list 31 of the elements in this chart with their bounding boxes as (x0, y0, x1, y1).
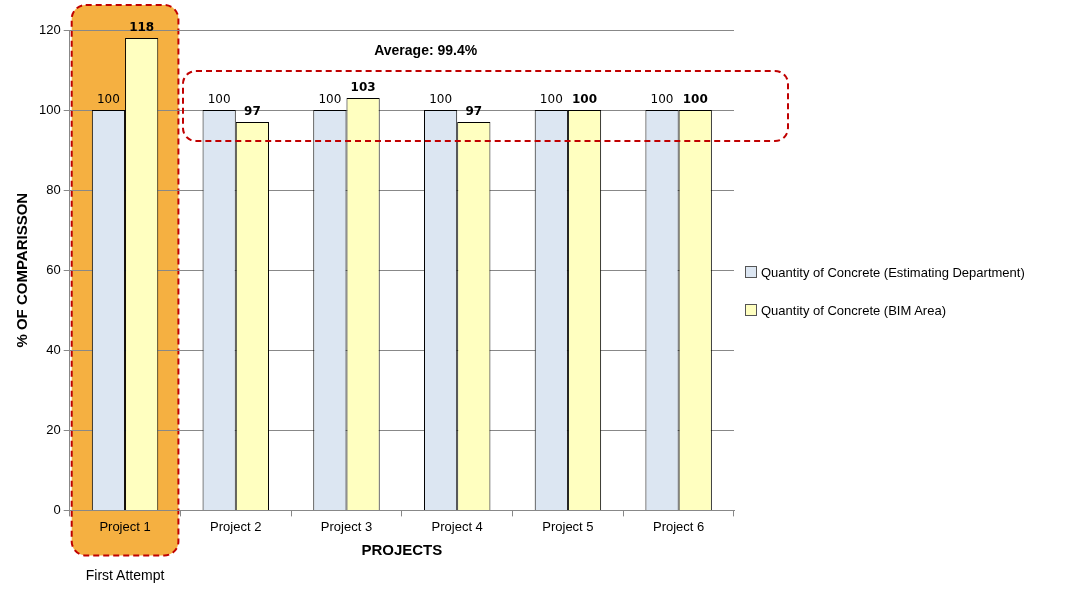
x-tick-label: Project 4 (431, 518, 483, 534)
data-label: 100 (539, 92, 563, 107)
y-tick-label: 100 (38, 101, 61, 117)
y-tick-label: 20 (46, 421, 61, 437)
legend-label: Quantity of Concrete (Estimating Department) (761, 265, 1025, 280)
x-tick-label: Project 6 (652, 518, 705, 534)
data-label: 100 (572, 92, 598, 107)
data-label: 97 (465, 104, 483, 119)
y-tick-label: 120 (38, 21, 61, 37)
y-tick-label: 0 (53, 501, 61, 517)
y-tick-label: 40 (46, 341, 61, 357)
x-tick-label: Project 5 (542, 518, 594, 534)
x-tick-label: Project 3 (320, 518, 373, 534)
legend-label: Quantity of Concrete (BIM Area) (761, 303, 946, 318)
x-axis-title: PROJECTS (361, 541, 443, 559)
data-label: 97 (244, 104, 261, 119)
y-tick-label: 80 (46, 181, 61, 197)
annotation: Average: 99.4% (374, 42, 478, 58)
data-label: 100 (682, 92, 708, 107)
x-tick-label: Project 2 (210, 518, 262, 534)
y-axis-title: % OF COMPARISSON (13, 192, 31, 348)
data-label: 100 (650, 92, 674, 107)
data-label: 100 (318, 92, 342, 107)
data-label: 118 (129, 20, 155, 35)
data-label: 100 (429, 92, 453, 107)
y-tick-label: 60 (46, 261, 61, 277)
data-label: 100 (96, 92, 120, 107)
band-label: First Attempt (85, 567, 165, 584)
data-label: 100 (207, 92, 231, 107)
data-label: 103 (350, 80, 376, 95)
x-tick-label: Project 1 (99, 518, 151, 534)
